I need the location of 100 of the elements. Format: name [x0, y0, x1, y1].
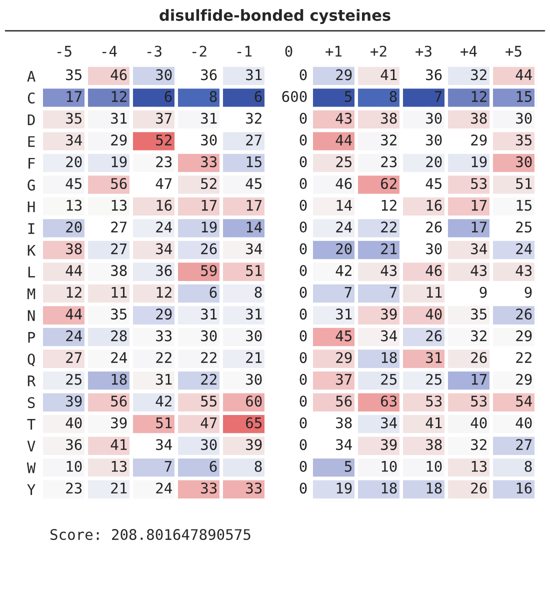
data-label: 44	[66, 308, 82, 320]
data-label: 41	[426, 418, 442, 428]
data-label: 36	[426, 69, 442, 80]
data-label: 15	[516, 91, 532, 102]
data-label: 23	[156, 156, 172, 168]
data-label: 31	[111, 112, 127, 124]
data-label: 24	[516, 243, 532, 254]
data-label: 27	[246, 134, 262, 146]
data-label: 31	[201, 112, 217, 124]
data-label: 22	[156, 352, 172, 363]
y-tick-label: F	[28, 158, 35, 169]
data-label: 34	[381, 330, 397, 342]
data-label: 22	[201, 374, 216, 385]
data-label: 11	[112, 286, 127, 298]
data-label: 34	[471, 243, 487, 254]
data-label: 15	[246, 156, 262, 168]
data-label: 22	[516, 352, 532, 363]
data-label: 23	[66, 482, 82, 494]
data-label: 0	[300, 308, 307, 320]
data-label: 0	[300, 265, 307, 276]
data-label: 29	[471, 134, 487, 146]
data-label: 42	[156, 396, 172, 406]
data-label: 62	[381, 178, 396, 190]
data-label: 25	[381, 374, 396, 385]
data-label: 32	[381, 134, 396, 146]
data-label: 46	[336, 178, 352, 190]
data-label: 34	[381, 417, 397, 428]
data-label: 54	[516, 396, 532, 407]
y-tick-label: R	[28, 376, 36, 386]
data-label: 14	[246, 222, 262, 232]
data-label: 0	[300, 460, 307, 472]
data-label: 40	[516, 417, 532, 428]
data-label: 24	[156, 222, 172, 232]
data-label: 63	[381, 396, 397, 407]
x-tick-label: -3	[148, 46, 162, 57]
y-tick-label: N	[28, 310, 35, 321]
data-label: 5	[344, 91, 352, 102]
data-label: 21	[246, 352, 262, 363]
data-label: 0	[300, 352, 307, 364]
data-label: 51	[156, 418, 172, 428]
data-label: 22	[381, 222, 396, 232]
data-label: 10	[426, 460, 442, 472]
data-label: 56	[111, 178, 127, 190]
data-label: 26	[426, 330, 442, 342]
data-label: 40	[470, 417, 487, 428]
data-label: 31	[246, 308, 262, 320]
data-label: 29	[111, 134, 127, 146]
data-label: 20	[426, 156, 442, 168]
data-label: 0	[300, 200, 307, 211]
data-label: 10	[66, 460, 82, 472]
data-label: 31	[156, 374, 172, 385]
data-label: 0	[300, 396, 307, 407]
data-label: 34	[156, 439, 172, 450]
data-label: 52	[156, 134, 172, 146]
data-label: 43	[380, 265, 397, 276]
data-label: 65	[246, 417, 262, 428]
data-label: 16	[426, 200, 442, 211]
data-label: 10	[382, 460, 397, 472]
data-label: 30	[426, 134, 442, 146]
data-label: 7	[344, 286, 352, 298]
data-label: 0	[300, 286, 307, 298]
data-label: 12	[472, 90, 486, 102]
data-label: 19	[112, 156, 127, 168]
data-label: 0	[300, 330, 307, 342]
data-label: 56	[111, 396, 127, 407]
data-label: 24	[336, 222, 352, 232]
data-label: 30	[201, 134, 217, 146]
data-label: 0	[300, 112, 307, 124]
data-label: 20	[336, 243, 352, 254]
y-tick-label: G	[28, 180, 35, 191]
data-label: 45	[66, 178, 82, 190]
data-label: 41	[380, 69, 397, 80]
data-label: 53	[471, 178, 487, 190]
data-label: 18	[426, 482, 442, 494]
data-label: 44	[336, 134, 352, 146]
data-label: 27	[111, 243, 127, 254]
y-tick-label: E	[28, 136, 35, 147]
y-tick-label: M	[28, 288, 36, 300]
data-label: 56	[336, 396, 352, 407]
y-tick-label: D	[28, 114, 35, 126]
data-label: 35	[111, 308, 126, 320]
data-label: 29	[336, 352, 352, 364]
data-label: 19	[336, 482, 352, 494]
data-label: 11	[426, 286, 442, 298]
data-label: 30	[426, 243, 442, 254]
data-label: 32	[246, 112, 262, 124]
data-label: 59	[201, 265, 217, 276]
data-label: 18	[382, 352, 397, 364]
data-label: 26	[471, 352, 487, 364]
data-label: 31	[246, 69, 262, 80]
data-label: 36	[66, 439, 82, 450]
data-label: 30	[201, 330, 217, 342]
data-label: 47	[200, 418, 217, 428]
x-tick-label: -4	[102, 46, 117, 57]
data-label: 13	[472, 460, 487, 472]
data-label: 30	[516, 156, 532, 168]
data-label: 33	[201, 482, 217, 494]
data-label: 8	[254, 460, 262, 472]
data-label: 38	[381, 112, 397, 124]
data-label: 30	[246, 374, 262, 385]
